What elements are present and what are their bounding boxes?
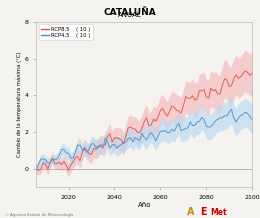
Text: © Agencia Estatal de Meteorología: © Agencia Estatal de Meteorología (5, 213, 74, 217)
Text: Met: Met (211, 208, 227, 217)
Text: ANUAL: ANUAL (118, 12, 142, 18)
X-axis label: Año: Año (138, 202, 151, 208)
Y-axis label: Cambio de la temperatura máxima (°C): Cambio de la temperatura máxima (°C) (16, 52, 22, 157)
Text: CATALUÑA: CATALUÑA (104, 8, 156, 17)
Text: E: E (200, 207, 207, 217)
Text: A: A (187, 207, 195, 217)
Legend: RCP8.5    ( 10 ), RCP4.5    ( 10 ): RCP8.5 ( 10 ), RCP4.5 ( 10 ) (39, 24, 93, 40)
